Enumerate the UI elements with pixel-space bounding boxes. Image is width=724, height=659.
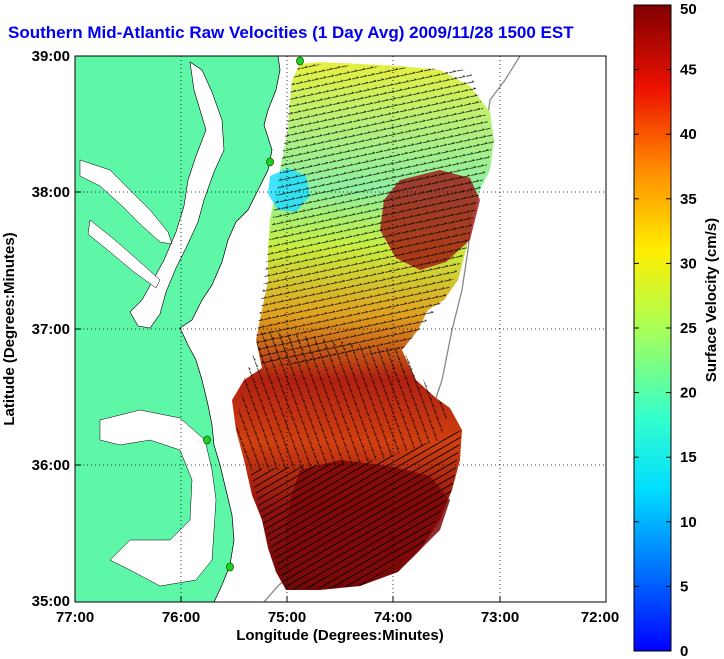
colorbar-tick-label: 10 [680,514,697,531]
y-axis-label: Latitude (Degrees:Minutes) [1,232,18,425]
y-tick-label: 35:00 [32,593,70,610]
x-tick-label: 77:00 [56,609,94,626]
colorbar-tick-label: 45 [680,62,697,79]
x-tick-label: 72:00 [581,609,619,626]
colorbar-tick-label: 25 [680,320,697,337]
x-tick-label: 76:00 [162,609,200,626]
y-tick-label: 37:00 [32,321,70,338]
river-potomac [79,159,173,245]
colorbar [633,4,672,652]
station-marker [226,562,234,572]
y-tick-label: 39:00 [32,48,70,65]
colorbar-tick-label: 5 [680,578,688,595]
axis-ticks [74,55,607,603]
chesapeake-bay [129,61,225,329]
figure-title: Southern Mid-Atlantic Raw Velocities (1 … [8,23,574,42]
velocity-vectors-south [250,430,462,590]
radar-stations [203,56,304,572]
land-delmarva-outline [179,56,281,602]
y-tick-label: 38:00 [32,184,70,201]
colorbar-tick-label: 35 [680,191,697,208]
map-grid [75,56,606,602]
x-tick-label: 73:00 [481,609,519,626]
colorbar-tick-label: 50 [680,1,697,18]
x-tick-label: 75:00 [268,609,306,626]
colorbar-tick-label: 40 [680,126,697,143]
x-tick-label: 74:00 [374,609,412,626]
y-tick-label: 36:00 [32,457,70,474]
station-marker [266,157,274,167]
colorbar-tick-label: 30 [680,255,697,272]
station-marker [203,435,211,445]
colorbar-tick-label: 15 [680,449,697,466]
x-axis-label: Longitude (Degrees:Minutes) [236,627,444,644]
colorbar-tick-label: 0 [680,643,688,659]
velocity-vectors-middle [236,330,450,470]
velocity-vectors-north [256,64,494,368]
river-rappahannock [87,219,161,289]
sound-pamlico [99,409,217,587]
colorbar-label: Surface Velocity (cm/s) [703,218,720,382]
colorbar-ticks: 0 5 10 15 20 25 30 35 40 45 50 [634,1,697,659]
colorbar-tick-label: 20 [680,385,697,402]
station-marker [296,56,304,66]
